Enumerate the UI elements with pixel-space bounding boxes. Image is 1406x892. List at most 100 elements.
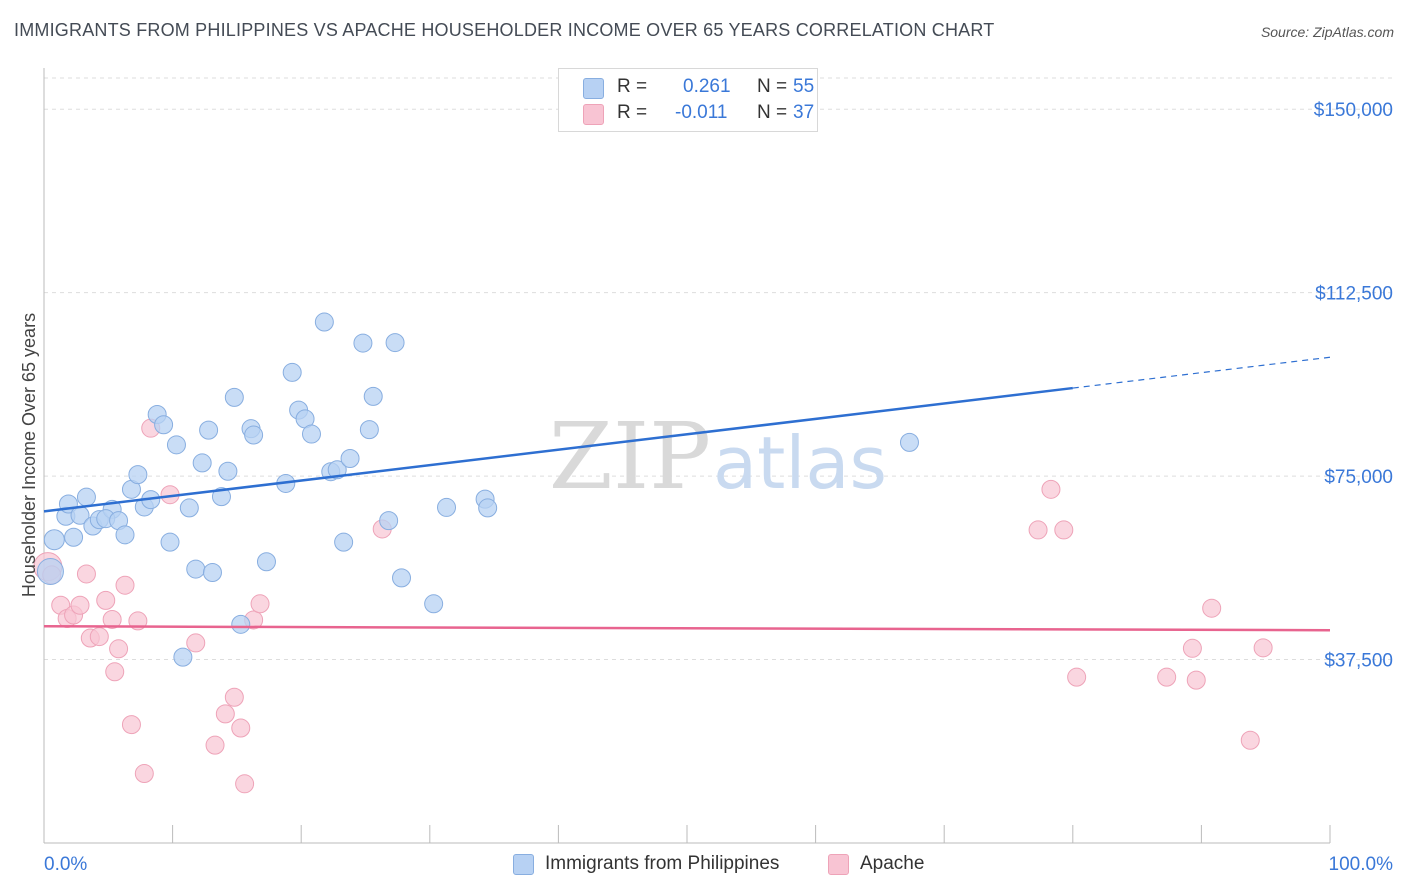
apache-point <box>1028 520 1048 540</box>
apache-point <box>224 687 244 707</box>
philippines-trend-extension <box>1072 356 1331 389</box>
chart-title: IMMIGRANTS FROM PHILIPPINES VS APACHE HO… <box>14 20 995 40</box>
philippines-point <box>424 594 444 614</box>
philippines-point <box>224 387 244 407</box>
philippines-point <box>282 362 302 382</box>
source-label: Source: ZipAtlas.com <box>1260 24 1394 40</box>
philippines-point <box>244 425 264 445</box>
apache-point <box>121 715 141 735</box>
philippines-point <box>43 529 65 551</box>
philippines-point <box>218 461 238 481</box>
apache-point <box>76 564 96 584</box>
legend-r-label: R = <box>617 76 648 97</box>
apache-point <box>109 639 129 659</box>
trend-lines <box>43 356 1331 632</box>
philippines-point <box>186 559 206 579</box>
philippines-point <box>231 614 251 634</box>
philippines-point <box>379 511 399 531</box>
apache-trend-line <box>43 625 1331 632</box>
philippines-point <box>363 386 383 406</box>
watermark-zip: ZIP <box>549 403 711 510</box>
philippines-point <box>179 498 199 518</box>
apache-point <box>1186 670 1206 690</box>
apache-point <box>1054 520 1074 540</box>
x-tick-label: 100.0% <box>1329 854 1394 875</box>
philippines-point <box>199 420 219 440</box>
series-legend: Immigrants from Philippines Apache <box>0 850 1406 880</box>
apache-point <box>1202 598 1222 618</box>
apache-point <box>231 718 251 738</box>
philippines-point <box>334 532 354 552</box>
philippines-points <box>36 312 919 667</box>
apache-point <box>1182 638 1202 658</box>
apache-point <box>215 704 235 724</box>
y-tick-label: $37,500 <box>1324 651 1393 672</box>
apache-point <box>1253 638 1273 658</box>
legend-n-value: 37 <box>793 102 815 123</box>
y-tick-label: $150,000 <box>1314 100 1393 121</box>
apache-point <box>115 575 135 595</box>
apache-point <box>205 735 225 755</box>
philippines-point <box>128 465 148 485</box>
philippines-point <box>160 532 180 552</box>
watermark: ZIP atlas <box>549 403 887 510</box>
philippines-point <box>76 487 96 507</box>
philippines-point <box>173 647 193 667</box>
philippines-point <box>192 453 212 473</box>
apache-point <box>1041 479 1061 499</box>
philippines-point <box>166 435 186 455</box>
legend-r-value: 0.261 <box>683 76 731 97</box>
legend-n-value: 55 <box>793 76 815 97</box>
legend-swatch-pink <box>828 854 849 875</box>
legend-swatch-blue <box>583 78 604 99</box>
y-tick-label: $75,000 <box>1324 467 1393 488</box>
y-axis-label: Householder Income Over 65 years <box>19 313 39 597</box>
legend-label-apache: Apache <box>860 853 925 874</box>
apache-point <box>134 764 154 784</box>
philippines-point <box>437 497 457 517</box>
philippines-point <box>211 487 231 507</box>
apache-point <box>1067 667 1087 687</box>
apache-point <box>1240 730 1260 750</box>
apache-point <box>1157 667 1177 687</box>
philippines-point <box>353 333 373 353</box>
legend-swatch-blue <box>513 854 534 875</box>
philippines-point <box>392 568 412 588</box>
legend-swatch-pink <box>583 104 604 125</box>
philippines-point <box>64 527 84 547</box>
legend-n-label: N = <box>757 76 788 97</box>
philippines-point <box>301 424 321 444</box>
apache-point <box>235 774 255 794</box>
x-tick-label: 0.0% <box>44 854 87 875</box>
tick-labels: $37,500 $75,000 $112,500 $150,000 0.0% 100.0% <box>44 100 1393 875</box>
apache-point <box>89 627 109 647</box>
axes <box>43 68 1331 844</box>
philippines-point <box>154 415 174 435</box>
philippines-point <box>359 420 379 440</box>
philippines-point <box>385 333 405 353</box>
grid-lines <box>44 77 1395 661</box>
y-tick-label: $112,500 <box>1315 284 1393 305</box>
apache-point <box>96 590 116 610</box>
philippines-point <box>340 449 360 469</box>
apache-point <box>105 662 125 682</box>
philippines-point <box>314 312 334 332</box>
philippines-point <box>256 552 276 572</box>
philippines-point <box>115 525 135 545</box>
legend-r-label: R = <box>617 102 648 123</box>
legend-label-philippines: Immigrants from Philippines <box>545 853 780 874</box>
apache-point <box>102 609 122 629</box>
legend-n-label: N = <box>757 102 788 123</box>
legend-r-value: -0.011 <box>675 102 728 123</box>
apache-point <box>70 595 90 615</box>
philippines-point <box>327 460 347 480</box>
watermark-atlas: atlas <box>713 421 887 505</box>
philippines-point <box>202 562 222 582</box>
philippines-trend-line <box>43 386 1073 513</box>
philippines-point <box>478 498 498 518</box>
philippines-point <box>36 558 64 586</box>
philippines-point <box>899 432 919 452</box>
correlation-legend: R = 0.261 N = 55 R = -0.011 N = 37 <box>558 68 818 132</box>
apache-point <box>250 594 270 614</box>
